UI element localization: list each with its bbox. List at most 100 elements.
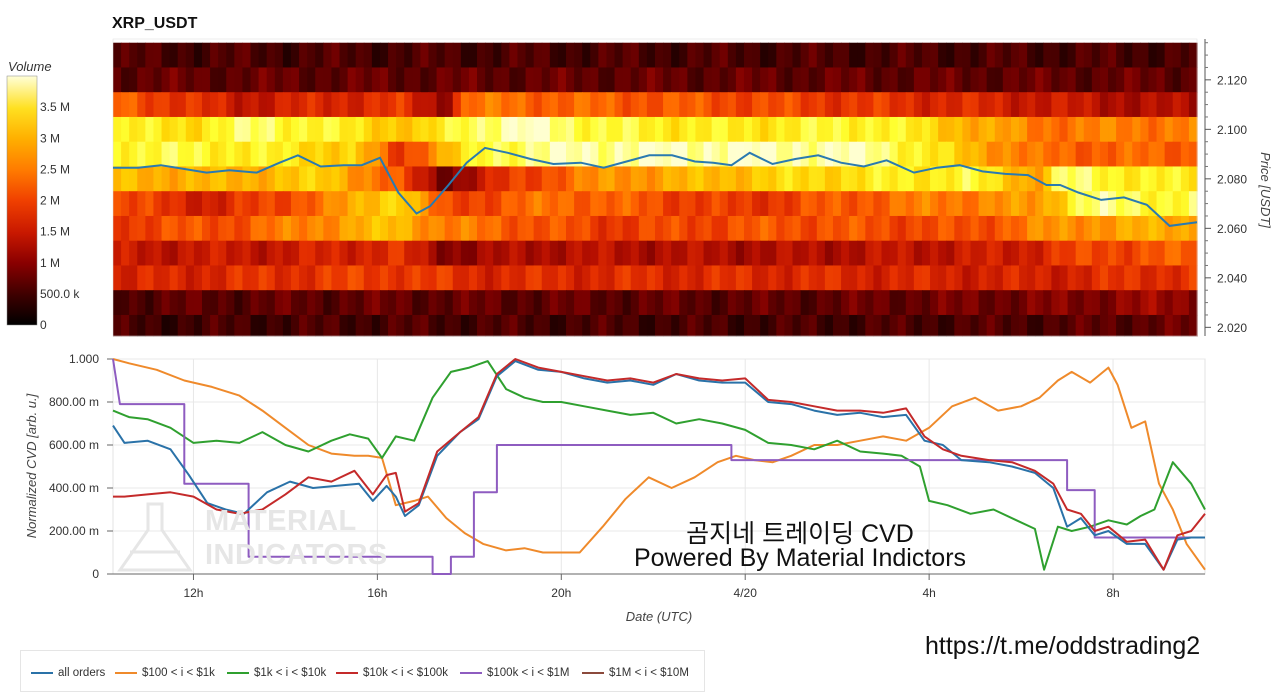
heatmap-cell [1083, 141, 1093, 167]
cvd-x-axis: 12h 16h 20h 4/20 4h 8h [113, 573, 1205, 600]
heatmap-cell [1156, 166, 1166, 192]
heatmap-cell [379, 67, 389, 93]
heatmap-cell [614, 215, 624, 242]
heatmap-cell [1172, 240, 1182, 266]
heatmap-cell [525, 116, 535, 143]
heatmap-cell [590, 215, 599, 242]
heatmap-cell [137, 290, 146, 316]
heatmap-cell [282, 290, 292, 316]
heatmap-cell [962, 166, 972, 192]
heatmap-cell [946, 141, 955, 167]
heatmap-cell [1051, 191, 1061, 217]
heatmap-cell [566, 141, 575, 167]
heatmap-cell [339, 92, 349, 118]
heatmap-cell [525, 191, 535, 217]
heatmap-cell [153, 265, 163, 291]
heatmap-cell [832, 67, 842, 93]
heatmap-cell [743, 265, 753, 291]
heatmap-cell [824, 116, 834, 143]
heatmap-cell [274, 116, 284, 143]
heatmap-cell [905, 42, 915, 68]
heatmap-cell [323, 92, 333, 118]
heatmap-cell [735, 166, 745, 192]
telegram-link[interactable]: https://t.me/oddstrading2 [925, 632, 1201, 660]
heatmap-cell [169, 290, 179, 316]
heatmap-cell [266, 67, 276, 93]
heatmap-cell [590, 92, 599, 118]
heatmap-cell [1188, 67, 1198, 93]
heatmap-cell [1108, 116, 1117, 143]
heatmap-cell [137, 67, 146, 93]
heatmap-cell [905, 265, 915, 291]
legend-item-100-1k[interactable]: $100 < i < $1k [115, 667, 215, 679]
heatmap-cell [752, 215, 761, 242]
heatmap-cell [865, 92, 875, 118]
heatmap-cell [1075, 191, 1085, 217]
heatmap-cell [137, 215, 146, 242]
heatmap-cell [913, 240, 923, 266]
heatmap-cell [727, 141, 737, 167]
heatmap-cell [210, 215, 219, 242]
heatmap-cell [582, 265, 591, 291]
legend-item-all-orders[interactable]: all orders [31, 667, 105, 679]
heatmap-cell [477, 290, 486, 316]
legend-item-1m-10m[interactable]: $1M < i < $10M [582, 667, 689, 679]
heatmap-cell [978, 240, 988, 266]
heatmap-cell [315, 166, 324, 192]
heatmap-cell [533, 290, 543, 316]
heatmap-cell [719, 265, 729, 291]
heatmap-cell [201, 240, 211, 266]
heatmap-cell [452, 116, 462, 143]
heatmap-cell [1091, 141, 1101, 167]
heatmap-cell [121, 215, 130, 242]
heatmap-cell [363, 166, 373, 192]
heatmap-cell [638, 42, 648, 68]
heatmap-cell [857, 166, 866, 192]
heatmap-cell [679, 191, 688, 217]
legend-item-100k-1m[interactable]: $100k < i < $1M [460, 667, 569, 679]
heatmap-cell [363, 240, 373, 266]
heatmap-cell [444, 314, 454, 337]
heatmap-cell [129, 265, 138, 291]
heatmap-cell [865, 141, 875, 167]
heatmap-cell [1188, 191, 1198, 217]
heatmap-cell [1083, 166, 1093, 192]
heatmap-cell [824, 314, 834, 337]
heatmap-cell [1188, 290, 1198, 316]
heatmap-cell [113, 314, 122, 337]
heatmap-cell [614, 42, 624, 68]
heatmap-cell [582, 240, 591, 266]
heatmap-cell [412, 191, 421, 217]
heatmap-cell [477, 42, 486, 68]
heatmap-cell [849, 314, 858, 337]
heatmap-cell [1027, 265, 1036, 291]
legend-item-1k-10k[interactable]: $1k < i < $10k [227, 667, 326, 679]
heatmap-cell [396, 92, 405, 118]
heatmap-cell [1035, 191, 1044, 217]
heatmap-cell [687, 240, 697, 266]
heatmap-cell [193, 314, 203, 337]
heatmap-cell [630, 42, 640, 68]
heatmap-cell [582, 215, 591, 242]
heatmap-cell [655, 67, 664, 93]
heatmap-cell [153, 240, 163, 266]
heatmap-cell [315, 265, 324, 291]
legend-item-10k-100k[interactable]: $10k < i < $100k [336, 667, 448, 679]
heatmap-cell [323, 116, 333, 143]
heatmap-y-tick-label: 2.120 [1217, 73, 1247, 87]
heatmap-cell [606, 265, 616, 291]
heatmap-cell [784, 240, 794, 266]
heatmap-cell [412, 116, 421, 143]
heatmap-cell [655, 240, 664, 266]
heatmap-cell [210, 116, 219, 143]
heatmap-cell [1108, 92, 1117, 118]
cvd-series-line [113, 358, 1206, 571]
heatmap-cell [347, 265, 357, 291]
heatmap-cell [1083, 240, 1093, 266]
heatmap-cell [250, 92, 260, 118]
heatmap-cell [808, 92, 818, 118]
heatmap-cell [1083, 290, 1093, 316]
heatmap-cell [792, 141, 802, 167]
heatmap-cell [234, 42, 244, 68]
heatmap-cell [113, 92, 122, 118]
